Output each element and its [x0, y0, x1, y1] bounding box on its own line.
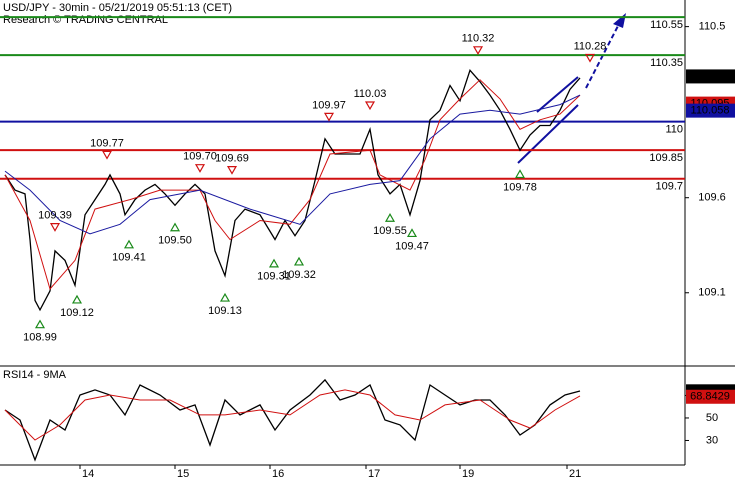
resistance-marker	[472, 46, 484, 56]
x-tick-label: 15	[177, 468, 189, 480]
x-tick-label: 19	[462, 468, 474, 480]
resistance-marker	[49, 223, 61, 232]
last-value-box	[686, 103, 735, 118]
x-tick-label: 14	[82, 468, 94, 480]
pivot-label: 109.47	[395, 240, 429, 252]
support-marker	[293, 256, 305, 266]
series-line	[4, 94, 581, 235]
pivot-label: 109.55	[373, 225, 407, 237]
series-line	[4, 69, 581, 312]
last-value-label: 110.058	[691, 105, 730, 117]
resistance-marker	[194, 164, 206, 173]
pivot-label: 110.32	[462, 33, 495, 45]
pivot-label: 109.12	[60, 307, 94, 319]
support-marker	[219, 292, 231, 302]
level-label: 109.7	[655, 181, 683, 193]
pivot-label: 110.28	[574, 40, 607, 52]
y-tick-label: 109.6	[698, 192, 726, 204]
y-tick-label: 50	[706, 412, 718, 424]
pivot-label: 109.97	[312, 99, 346, 111]
last-value-box	[686, 69, 735, 84]
support-marker	[384, 213, 396, 222]
chart-title: USD/JPY - 30min - 05/21/2019 05:51:13 (C…	[3, 2, 232, 14]
x-tick-label: 16	[272, 468, 284, 480]
pivot-label: 109.32	[282, 269, 316, 281]
channel-upper	[536, 76, 579, 113]
level-label: 109.85	[649, 152, 683, 164]
level-label: 110.35	[650, 57, 683, 69]
last-value-label: 110.238	[691, 70, 730, 82]
series-line	[4, 378, 581, 462]
pivot-label: 109.69	[215, 153, 249, 165]
channel-lower	[517, 104, 579, 164]
series-line	[4, 389, 581, 441]
support-marker	[268, 258, 280, 268]
series-line	[4, 79, 581, 291]
y-tick-label: 30	[706, 434, 718, 446]
pivot-label: 108.99	[23, 332, 57, 344]
chart-subtitle: Research © TRADING CENTRAL	[3, 14, 168, 26]
pivot-label: 109.41	[112, 252, 146, 264]
support-marker	[71, 294, 83, 304]
rsi-title: RSI14 - 9MA	[3, 369, 67, 381]
x-tick-label: 21	[569, 468, 581, 480]
last-value-label: 68.8429	[690, 391, 730, 403]
resistance-marker	[364, 101, 376, 111]
pivot-label: 109.31	[257, 271, 291, 283]
support-marker	[169, 222, 181, 232]
resistance-marker	[323, 112, 335, 122]
support-marker	[123, 239, 135, 249]
pivot-label: 110.03	[354, 88, 387, 100]
x-tick-label: 17	[368, 468, 380, 480]
pivot-label: 109.13	[208, 305, 242, 317]
y-tick-label: 110.5	[699, 21, 726, 33]
y-tick-label: 109.1	[698, 287, 726, 299]
level-label: 110	[665, 124, 683, 136]
pivot-label: 109.70	[183, 151, 217, 163]
support-marker	[514, 169, 526, 179]
pivot-label: 109.77	[90, 137, 124, 149]
level-label: 110.55	[650, 19, 683, 31]
pivot-label: 109.78	[503, 181, 537, 193]
support-marker	[34, 319, 46, 329]
last-value-box	[686, 389, 735, 404]
support-marker	[406, 228, 418, 238]
projection-arrow	[585, 21, 621, 89]
resistance-marker	[101, 150, 113, 160]
resistance-marker	[584, 53, 596, 63]
pivot-label: 109.39	[38, 210, 72, 222]
resistance-marker	[226, 165, 238, 175]
pivot-label: 109.50	[158, 235, 192, 247]
